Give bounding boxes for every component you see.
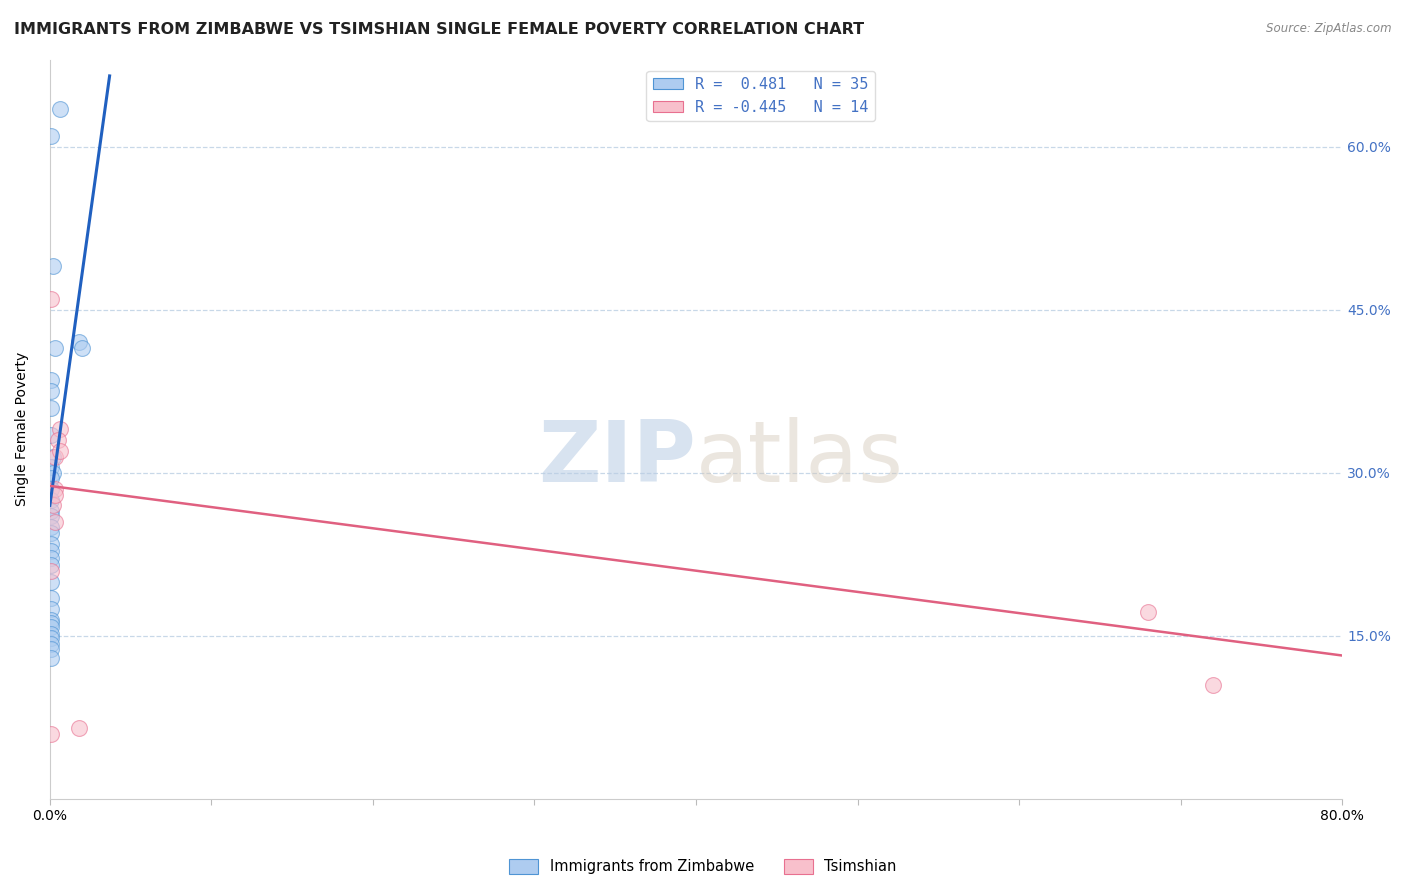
Point [48,102,70,116]
Point [41,574,63,589]
Point [41,128,63,143]
Point [46,434,69,448]
Point [48,444,70,458]
Point [41,427,63,442]
Point [41,627,63,641]
Point [41,373,63,387]
Point [70,341,93,355]
Point [41,613,63,627]
Point [41,601,63,615]
Y-axis label: Single Female Poverty: Single Female Poverty [15,352,30,507]
Point [41,550,63,565]
Point [42,466,65,480]
Point [41,650,63,665]
Point [42,259,65,273]
Point [41,631,63,645]
Point [41,460,63,475]
Legend: Immigrants from Zimbabwe, Tsimshian: Immigrants from Zimbabwe, Tsimshian [503,853,903,880]
Point [44,515,66,529]
Point [41,520,63,534]
Point [42,450,65,464]
Point [41,401,63,415]
Point [41,504,63,518]
Point [44,450,66,464]
Point [1137,605,1160,619]
Point [41,482,63,496]
Point [41,471,63,485]
Point [67,722,90,736]
Point [42,499,65,513]
Text: Source: ZipAtlas.com: Source: ZipAtlas.com [1267,22,1392,36]
Text: IMMIGRANTS FROM ZIMBABWE VS TSIMSHIAN SINGLE FEMALE POVERTY CORRELATION CHART: IMMIGRANTS FROM ZIMBABWE VS TSIMSHIAN SI… [14,22,865,37]
Point [41,558,63,573]
Point [41,615,63,630]
Point [41,727,63,741]
Point [44,487,66,501]
Legend: R =  0.481   N = 35, R = -0.445   N = 14: R = 0.481 N = 35, R = -0.445 N = 14 [647,71,875,120]
Point [41,620,63,634]
Point [41,591,63,605]
Point [41,544,63,558]
Point [41,292,63,306]
Point [41,536,63,550]
Point [67,335,90,350]
Point [41,509,63,524]
Point [41,493,63,508]
Point [41,384,63,399]
Text: atlas: atlas [696,417,904,500]
Point [41,642,63,657]
Point [41,636,63,650]
Text: ZIP: ZIP [538,417,696,500]
Point [1202,678,1225,692]
Point [41,564,63,578]
Point [44,341,66,355]
Point [48,422,70,436]
Point [44,482,66,496]
Point [41,525,63,540]
